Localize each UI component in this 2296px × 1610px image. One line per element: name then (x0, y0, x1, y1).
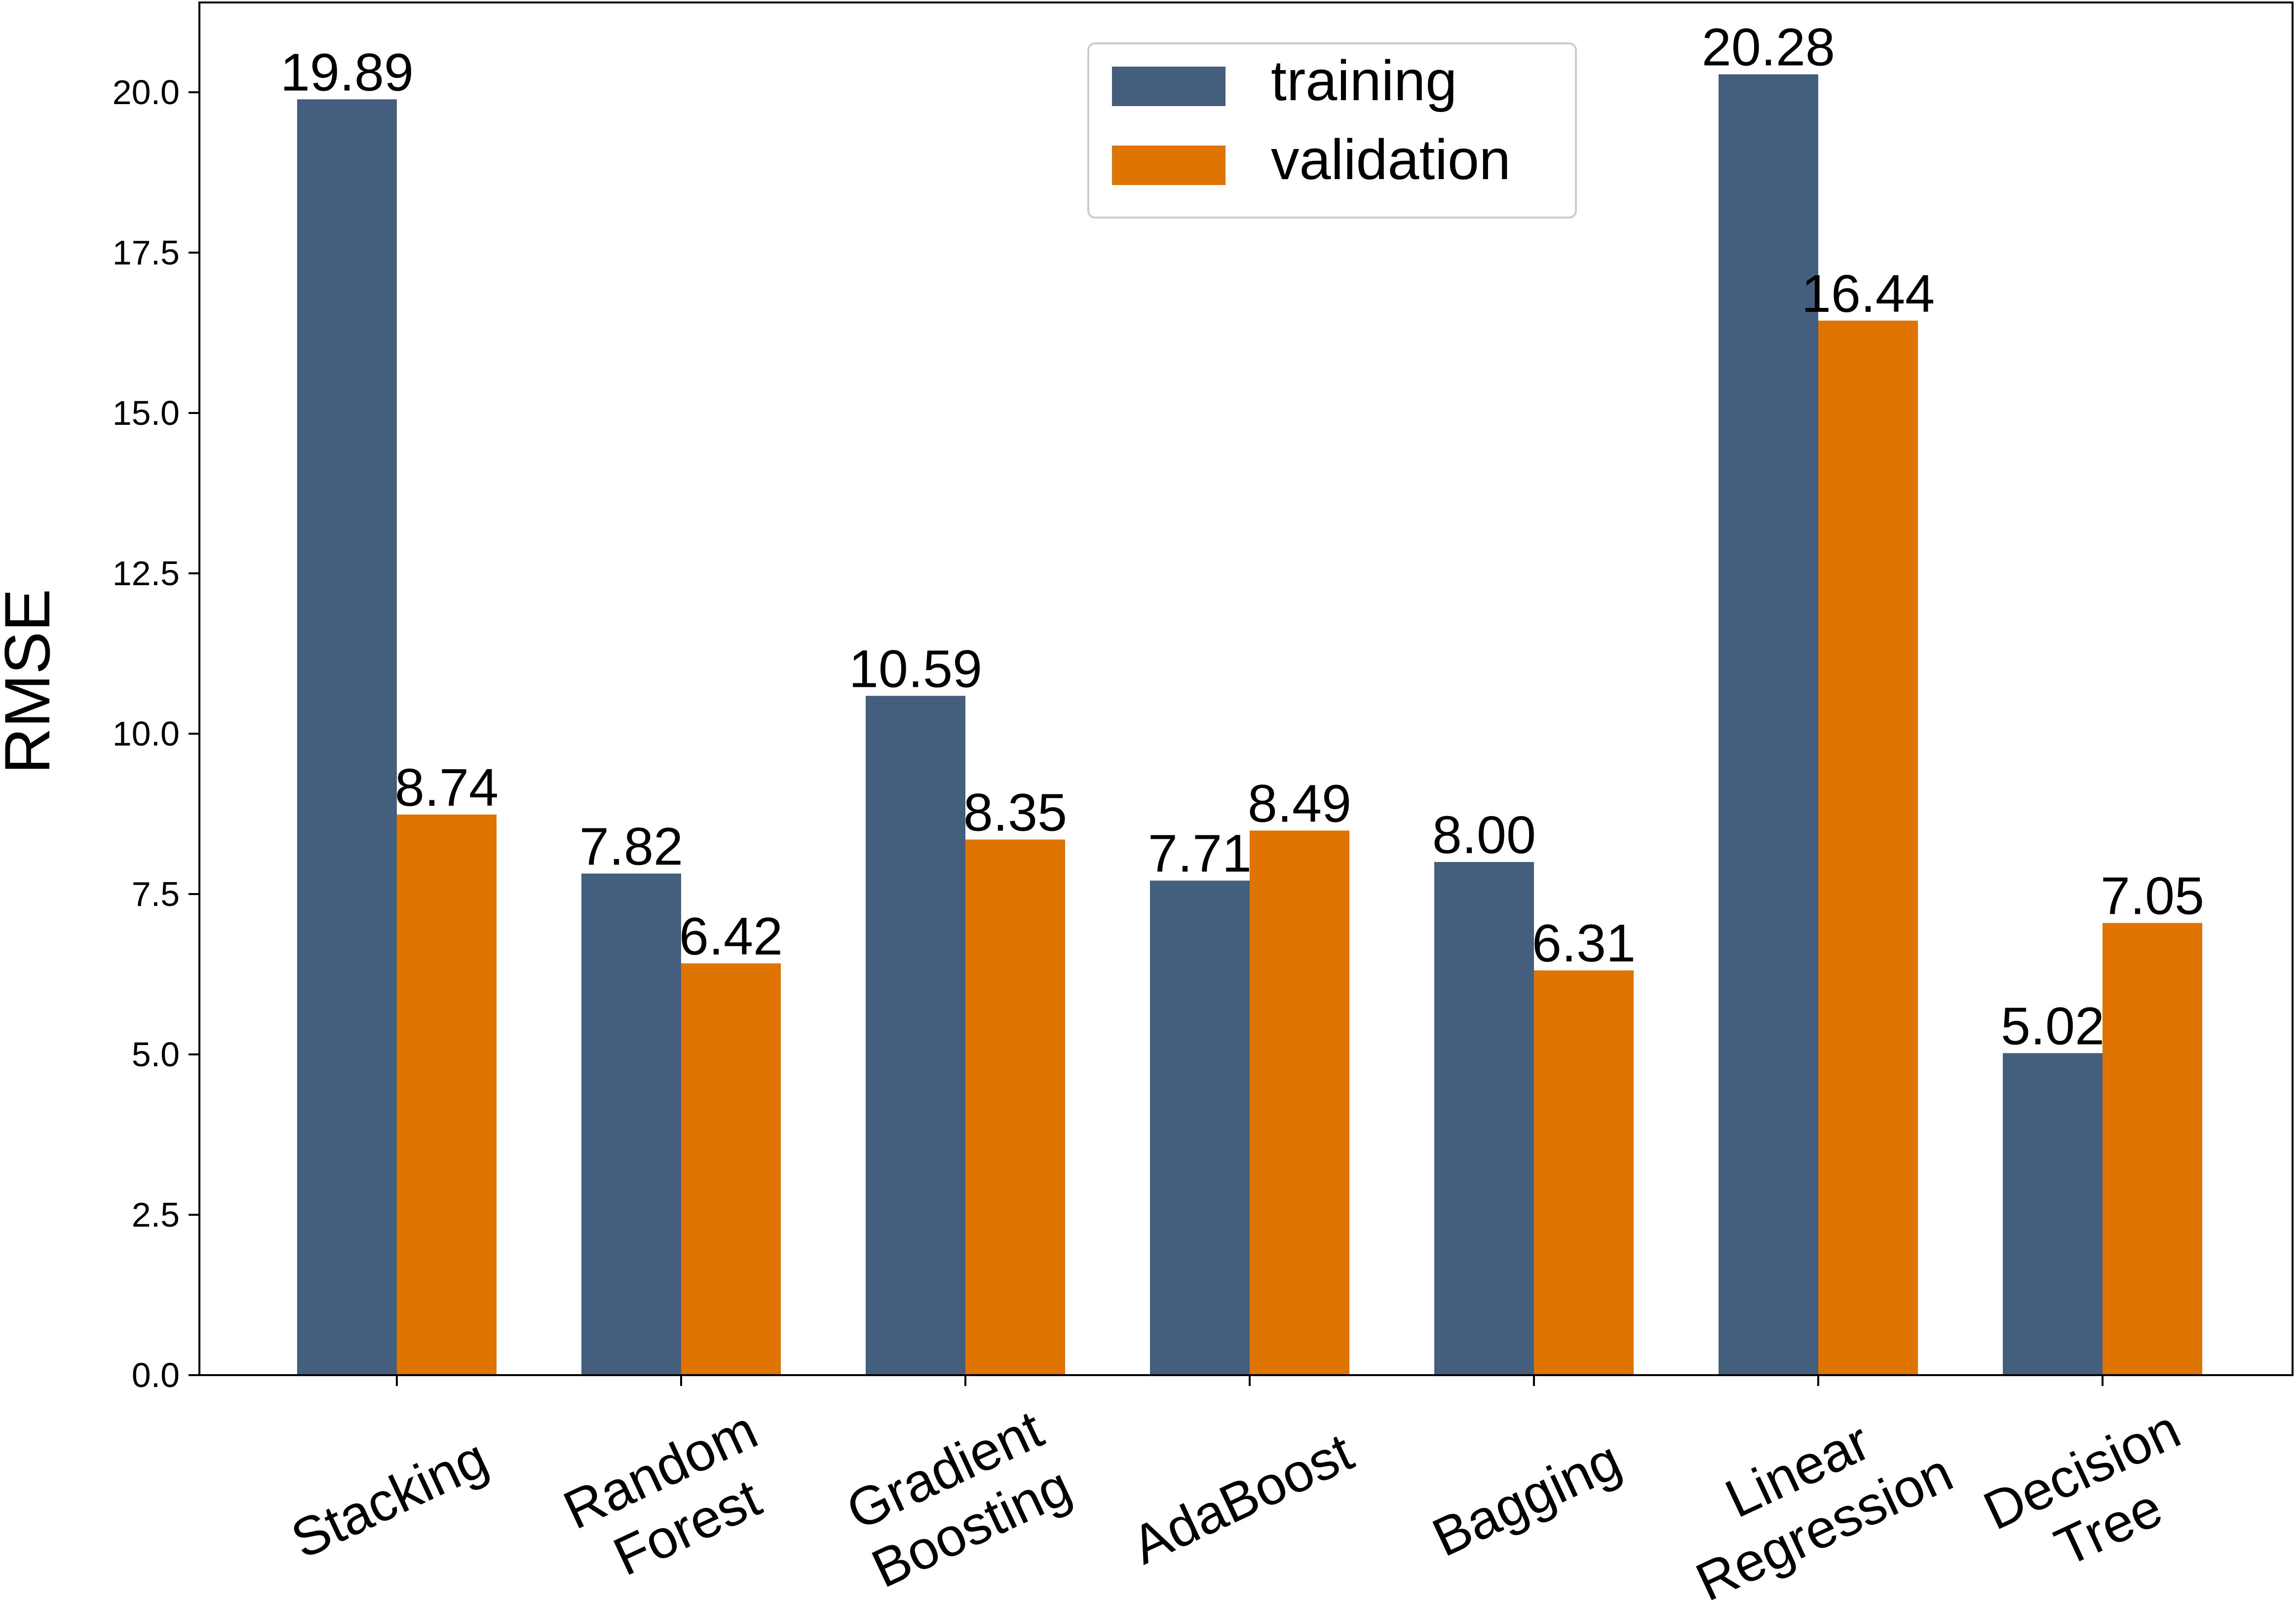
x-tick-label: Bagging (1423, 1429, 1630, 1568)
bar-training (866, 696, 965, 1375)
value-label-validation: 8.74 (395, 757, 498, 817)
value-label-validation: 16.44 (1801, 263, 1935, 323)
x-tick-label: LinearRegression (1660, 1385, 1961, 1610)
y-tick-label: 0.0 (132, 1356, 180, 1394)
x-axis: Stacking RandomForest GradientBoosting AdaB… (282, 1375, 2216, 1610)
legend-swatch-training (1112, 67, 1225, 106)
plot-frame (198, 1, 2294, 1376)
value-label-validation: 6.31 (1532, 913, 1636, 973)
bar-training (2003, 1053, 2103, 1375)
bar-training (581, 873, 681, 1375)
legend-label-validation: validation (1271, 128, 1511, 191)
y-tick-label: 17.5 (113, 233, 180, 272)
value-label-training: 7.82 (579, 816, 683, 876)
value-label-training: 5.02 (2001, 996, 2105, 1055)
x-tick-label: Stacking (282, 1427, 497, 1571)
legend-swatch-validation (1112, 146, 1225, 185)
y-tick-label: 20.0 (113, 73, 180, 112)
bar-validation (1250, 830, 1349, 1375)
bar-validation (965, 839, 1065, 1375)
value-labels-layer: 19.89 8.74 7.82 6.42 10.59 8.35 7.718.49 8.00 6.… (280, 17, 2204, 1056)
value-label-validation: 8.35 (963, 783, 1067, 842)
value-label-training: 20.28 (1702, 17, 1835, 77)
bars-layer (297, 74, 2202, 1375)
y-tick-label: 12.5 (113, 554, 180, 593)
value-label-validation: 6.42 (679, 906, 783, 966)
bar-validation (2103, 923, 2202, 1375)
bar-training (1434, 862, 1534, 1375)
bar-training (297, 99, 397, 1375)
y-tick-label: 10.0 (113, 714, 180, 753)
bar-validation (397, 814, 497, 1375)
bar-training (1719, 74, 1818, 1375)
x-tick-label: AdaBoost (1123, 1422, 1362, 1576)
y-tick-label: 15.0 (113, 394, 180, 432)
bar-validation (1818, 320, 1918, 1375)
y-axis: 0.0 2.5 5.0 7.5 10.0 12.5 15.0 17.5 20.0 (113, 73, 199, 1394)
y-tick-label: 5.0 (132, 1035, 180, 1074)
bar-training (1150, 880, 1250, 1375)
value-label-validation: 8.49 (1248, 773, 1351, 833)
x-tick-label-line: AdaBoost (1123, 1422, 1362, 1576)
x-tick-label-line: Bagging (1423, 1429, 1630, 1568)
y-tick-label: 7.5 (132, 875, 180, 913)
y-axis-label: RMSE (0, 589, 63, 774)
value-label-validation: 7.05 (2101, 866, 2204, 926)
value-label-training: 7.71 (1148, 824, 1252, 883)
x-tick-label: DecisionTree (1975, 1399, 2216, 1599)
legend-label-training: training (1271, 49, 1457, 112)
y-tick-label: 2.5 (132, 1196, 180, 1234)
value-label-training: 8.00 (1432, 805, 1536, 864)
bar-validation (681, 963, 781, 1375)
legend: training validation (1087, 42, 1577, 219)
value-label-training: 10.59 (849, 638, 982, 698)
x-tick-label: GradientBoosting (836, 1398, 1080, 1599)
bar-validation (1534, 970, 1634, 1375)
x-tick-label: RandomForest (555, 1399, 793, 1598)
x-tick-label-line: Stacking (282, 1427, 497, 1571)
value-label-training: 19.89 (280, 42, 414, 102)
